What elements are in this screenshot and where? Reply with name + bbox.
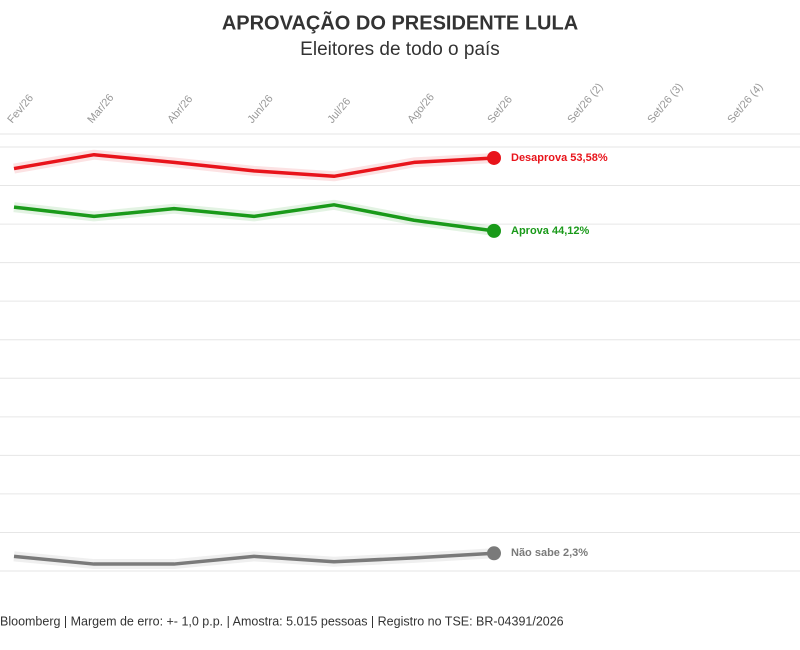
series-line: [13, 551, 495, 566]
x-tick-label: Mar/26: [85, 92, 116, 126]
end-label: Não sabe 2,3%: [511, 547, 588, 559]
source: Bloomberg | Margem de erro: +- 1,0 p.p. …: [0, 614, 564, 628]
x-tick-label: Ago/26: [405, 91, 437, 125]
x-tick-label: Set/26 (3): [645, 81, 685, 126]
series-line: [13, 203, 495, 233]
chart-subtitle: Eleitores de todo o país: [300, 39, 500, 60]
end-label: Aprova 44,12%: [511, 225, 589, 237]
x-tick-label: Fev/26: [5, 92, 36, 125]
x-tick-label: Set/26: [485, 94, 515, 126]
end-dot: [487, 546, 501, 561]
series-glow: [13, 149, 495, 182]
series-line: [13, 152, 495, 179]
end-label: Desaprova 53,58%: [511, 152, 608, 164]
x-tick-label: Jun/26: [245, 93, 275, 126]
x-tick-label: Set/26 (4): [725, 81, 765, 126]
x-tick-label: Abr/26: [165, 93, 195, 126]
chart-title: APROVAÇÃO DO PRESIDENTE LULA: [222, 11, 578, 34]
end-dot: [487, 223, 501, 238]
x-tick-label: Jul/26: [325, 96, 353, 126]
end-dot: [487, 150, 501, 165]
x-tick-label: Set/26 (2): [565, 81, 605, 126]
